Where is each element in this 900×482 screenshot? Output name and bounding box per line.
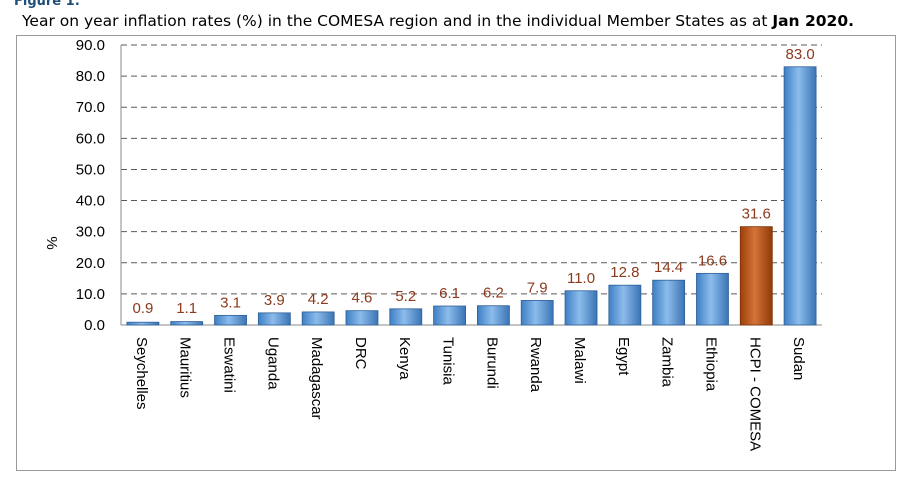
data-label: 6.2 xyxy=(483,285,504,302)
bar-burundi xyxy=(477,305,510,326)
y-tick-label: 0.0 xyxy=(84,317,105,334)
data-label: 3.1 xyxy=(220,294,241,311)
data-label: 6.1 xyxy=(439,285,460,302)
category-label: Sudan xyxy=(790,337,807,380)
y-tick-label: 40.0 xyxy=(76,193,105,210)
figure-label: Figure 1: xyxy=(14,0,80,9)
bar-rwanda xyxy=(520,300,554,326)
y-axis-label: % xyxy=(43,236,60,249)
data-label: 14.4 xyxy=(654,259,683,276)
data-label: 5.2 xyxy=(395,288,416,305)
bar-egypt xyxy=(608,284,642,326)
bar-seychelles xyxy=(126,321,160,326)
bar-malawi xyxy=(564,290,598,326)
category-label: Rwanda xyxy=(527,337,544,393)
category-label: Tunisia xyxy=(440,337,457,385)
category-label: Burundi xyxy=(483,337,500,389)
data-label: 11.0 xyxy=(567,270,595,287)
data-label: 7.9 xyxy=(527,279,548,296)
category-label: DRC xyxy=(352,337,369,370)
category-label: Egypt xyxy=(615,337,632,376)
data-label: 31.6 xyxy=(742,206,771,223)
category-label: Malawi xyxy=(571,337,588,384)
data-label: 16.6 xyxy=(698,252,727,269)
y-tick-label: 20.0 xyxy=(76,255,105,272)
chart-title-text: Year on year inflation rates (%) in the … xyxy=(22,12,773,30)
category-label: Madagascar xyxy=(308,337,325,420)
y-axis-ticks: 0.0 10.0 20.0 30.0 40.0 50.0 60.0 70.0 80.0 90.0 xyxy=(76,37,105,334)
bar-kenya xyxy=(389,308,423,326)
y-tick-label: 70.0 xyxy=(76,99,105,116)
bar-eswatini xyxy=(214,314,247,326)
bars xyxy=(126,66,817,326)
bar-uganda xyxy=(257,312,291,326)
category-label: Seychelles xyxy=(133,337,150,410)
category-label: HCPI - COMESA xyxy=(746,337,763,451)
data-label: 12.8 xyxy=(610,264,639,281)
data-labels: 0.9 1.1 3.1 3.9 4.2 4.6 5.2 6.1 6.2 7.9 11.0 12.8 14… xyxy=(132,46,814,317)
category-label: Eswatini xyxy=(221,337,238,393)
y-tick-label: 90.0 xyxy=(76,37,105,54)
category-label: Kenya xyxy=(396,337,413,380)
y-tick-label: 30.0 xyxy=(76,224,105,241)
data-label: 4.2 xyxy=(308,291,329,308)
bar-hcpi-comesa xyxy=(739,226,773,326)
category-label: Uganda xyxy=(264,337,281,390)
chart-title-date: Jan 2020. xyxy=(772,12,855,30)
data-label: 3.9 xyxy=(264,292,285,309)
category-label: Zambia xyxy=(659,337,676,388)
data-label: 1.1 xyxy=(176,300,197,317)
y-tick-label: 80.0 xyxy=(76,68,105,85)
y-tick-label: 60.0 xyxy=(76,130,105,147)
data-label: 0.9 xyxy=(132,300,153,317)
bar-madagascar xyxy=(301,311,335,326)
bar-ethiopia xyxy=(696,272,729,326)
data-label: 83.0 xyxy=(785,46,814,63)
bar-mauritius xyxy=(170,321,204,326)
chart-frame xyxy=(16,35,896,471)
bar-zambia xyxy=(652,279,686,326)
y-tick-label: 50.0 xyxy=(76,161,105,178)
chart-title: Year on year inflation rates (%) in the … xyxy=(22,12,854,30)
category-label: Ethiopia xyxy=(702,337,719,392)
category-label: Mauritius xyxy=(177,337,194,398)
category-labels: Seychelles Mauritius Eswatini Uganda Madagas… xyxy=(133,337,807,451)
y-tick-label: 10.0 xyxy=(76,286,105,303)
bar-drc xyxy=(345,310,379,326)
data-label: 4.6 xyxy=(352,290,373,307)
bar-tunisia xyxy=(433,305,466,326)
bar-sudan xyxy=(783,66,817,326)
